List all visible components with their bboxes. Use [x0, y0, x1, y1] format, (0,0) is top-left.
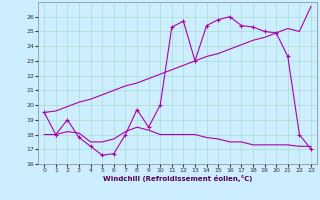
X-axis label: Windchill (Refroidissement éolien,°C): Windchill (Refroidissement éolien,°C) — [103, 175, 252, 182]
